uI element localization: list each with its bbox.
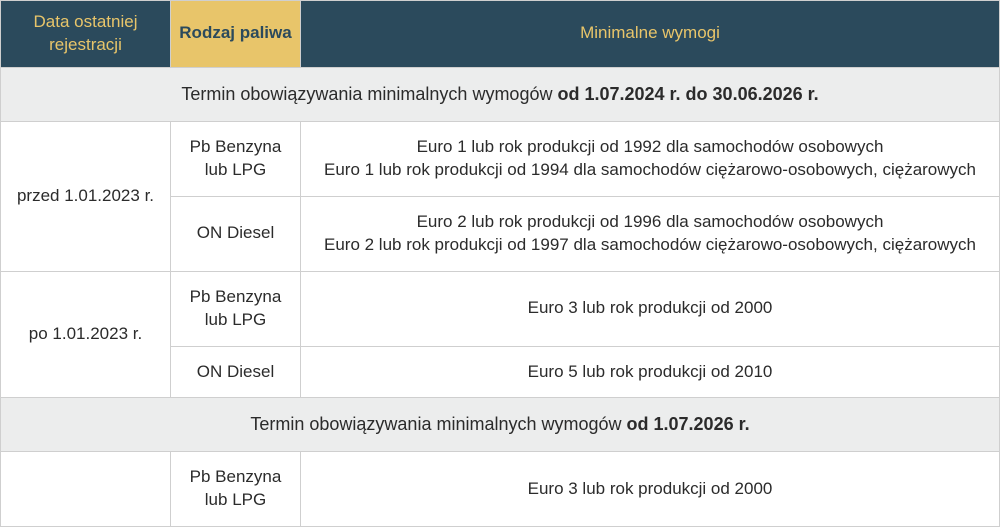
cell-fuel: ON Diesel (171, 346, 301, 398)
table-header-row: Data ostatniej rejestracji Rodzaj paliwa… (1, 1, 1000, 68)
section-title-row: Termin obowiązywania minimalnych wymogów… (1, 67, 1000, 121)
section-title: Termin obowiązywania minimalnych wymogów… (1, 67, 1000, 121)
cell-req: Euro 1 lub rok produkcji od 1992 dla sam… (301, 121, 1000, 196)
table-row: po 1.01.2023 r. Pb Benzyna lub LPG Euro … (1, 271, 1000, 346)
col-header-fuel: Rodzaj paliwa (171, 1, 301, 68)
section-title-bold: od 1.07.2026 r. (627, 414, 750, 434)
section-title: Termin obowiązywania minimalnych wymogów… (1, 398, 1000, 452)
requirements-table: Data ostatniej rejestracji Rodzaj paliwa… (0, 0, 1000, 527)
section-title-prefix: Termin obowiązywania minimalnych wymogów (250, 414, 626, 434)
cell-fuel: Pb Benzyna lub LPG (171, 271, 301, 346)
col-header-req: Minimalne wymogi (301, 1, 1000, 68)
table-row: przed 1.01.2023 r. Pb Benzyna lub LPG Eu… (1, 121, 1000, 196)
cell-fuel: Pb Benzyna lub LPG (171, 121, 301, 196)
section-title-row: Termin obowiązywania minimalnych wymogów… (1, 398, 1000, 452)
col-header-date: Data ostatniej rejestracji (1, 1, 171, 68)
cell-req: Euro 3 lub rok produkcji od 2000 (301, 452, 1000, 527)
cell-fuel: ON Diesel (171, 196, 301, 271)
section-title-bold: od 1.07.2024 r. do 30.06.2026 r. (557, 84, 818, 104)
table-row: Pb Benzyna lub LPG Euro 3 lub rok produk… (1, 452, 1000, 527)
cell-date: po 1.01.2023 r. (1, 271, 171, 398)
cell-req: Euro 5 lub rok produkcji od 2010 (301, 346, 1000, 398)
section-title-prefix: Termin obowiązywania minimalnych wymogów (181, 84, 557, 104)
cell-date (1, 452, 171, 527)
cell-req: Euro 3 lub rok produkcji od 2000 (301, 271, 1000, 346)
cell-date: przed 1.01.2023 r. (1, 121, 171, 271)
cell-req: Euro 2 lub rok produkcji od 1996 dla sam… (301, 196, 1000, 271)
cell-fuel: Pb Benzyna lub LPG (171, 452, 301, 527)
